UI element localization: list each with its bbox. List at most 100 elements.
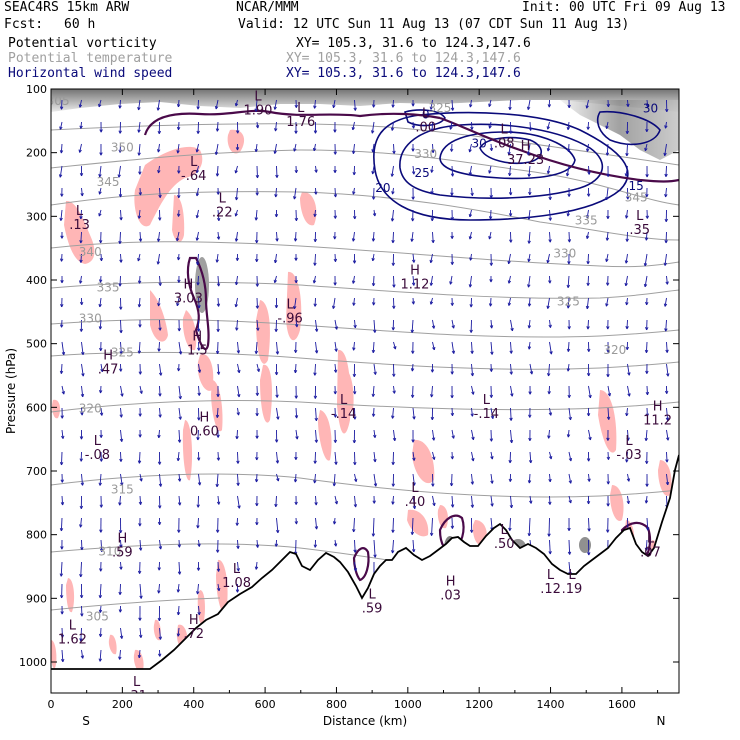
wind-vector-head (469, 257, 473, 261)
wind-vector (588, 473, 590, 482)
wind-vector (547, 297, 550, 309)
wind-vector (237, 473, 239, 486)
wind-vector (528, 319, 531, 329)
wind-vector-head (586, 126, 590, 130)
extremum-kind: L (369, 587, 377, 602)
wind-vector-head (547, 373, 551, 377)
wind-vector-head (353, 504, 358, 508)
wind-vector-head (197, 482, 202, 486)
wind-vector-head (471, 436, 475, 441)
wind-vector-head (390, 218, 395, 222)
wind-vector (490, 495, 493, 507)
wind-vector-head (566, 434, 571, 438)
wind-vector-head (216, 434, 220, 438)
wind-vector (372, 275, 375, 286)
wind-vector (549, 319, 551, 328)
wind-vector (490, 341, 493, 355)
wind-vector-head (470, 481, 475, 485)
wind-vector-head (275, 238, 279, 242)
wind-vector (216, 253, 219, 263)
x-tick-label: 0 (48, 698, 55, 711)
wind-vector-head (274, 503, 278, 508)
wind-vector (627, 473, 630, 482)
wind-vector-head (118, 283, 122, 287)
left-end-label: S (82, 714, 90, 728)
wind-vector-head (60, 611, 64, 615)
wind-vector-head (254, 350, 259, 354)
wind-vector-head (294, 456, 298, 460)
wind-vector-head (254, 108, 258, 112)
wind-vector (412, 121, 415, 129)
extremum-kind: L (483, 393, 491, 408)
wind-vector-head (313, 213, 317, 217)
wind-vector-head (566, 348, 571, 352)
wind-vector (61, 385, 65, 395)
wind-vector-head (274, 305, 279, 309)
wind-vector-head (156, 149, 161, 153)
wind-vector-head (295, 436, 299, 440)
wind-vector (393, 341, 396, 350)
extremum-kind: L (69, 619, 77, 634)
wind-vector-head (351, 150, 356, 154)
wind-vector-head (508, 527, 512, 531)
wind-vector-head (664, 193, 668, 198)
wind-vector-head (158, 372, 163, 376)
wind-vector (430, 297, 433, 305)
wind-vector (99, 649, 102, 662)
wind-vector-head (99, 504, 103, 508)
wind-vector (79, 99, 82, 108)
wind-vector (235, 297, 238, 308)
wind-vector (606, 231, 609, 241)
wind-vector (119, 99, 121, 109)
wind-vector-head (236, 545, 240, 549)
wind-vector (412, 165, 415, 175)
wind-vector-head (275, 394, 279, 398)
field-name-theta: Potential temperature (8, 51, 173, 66)
wind-vector-head (606, 326, 610, 330)
wind-vector-head (158, 546, 163, 550)
theta-contour-label: 335 (575, 214, 598, 228)
wind-vector-head (585, 235, 590, 239)
wind-vector (215, 143, 219, 155)
wind-vector (353, 297, 355, 306)
extremum-kind: L (501, 523, 509, 538)
wind-vector-head (391, 501, 395, 505)
wind-vector (372, 165, 375, 175)
wind-vector-head (568, 416, 572, 421)
extremum-value: 0.60 (190, 424, 219, 439)
extremum-value: .03 (440, 589, 461, 604)
wind-vector-head (450, 261, 454, 265)
wind-vector-head (527, 284, 531, 288)
wind-vector (138, 297, 141, 308)
wind-vector-head (432, 502, 436, 507)
field-xy-pv: XY= 105.3, 31.6 to 124.3,147.6 (296, 36, 531, 51)
wind-vector-head (98, 658, 102, 662)
wind-vector-head (178, 395, 182, 400)
wind-vector-head (644, 500, 649, 504)
wind-vector (627, 385, 630, 397)
wind-vector (99, 187, 102, 195)
wind-vector-head (510, 393, 514, 397)
y-tick-label: 300 (26, 210, 47, 223)
wind-vector-head (255, 412, 259, 417)
y-tick-label: 800 (26, 529, 47, 542)
wind-vector (61, 627, 63, 638)
wind-vector-head (411, 350, 415, 354)
wind-vector-head (510, 327, 514, 332)
theta-contour-label: 350 (111, 140, 134, 154)
wind-vector-head (471, 391, 475, 395)
wind-vector-head (391, 461, 395, 465)
wind-vector-head (489, 394, 494, 398)
wind-vector-head (60, 546, 64, 550)
wind-vector-head (333, 129, 337, 133)
wind-vector (509, 99, 511, 110)
x-tick-label: 400 (183, 698, 204, 711)
wind-vector (371, 121, 375, 134)
wind-vector (295, 319, 298, 328)
wind-vector-head (431, 483, 435, 487)
wind-vector-head (137, 215, 142, 219)
wind-vector (159, 319, 161, 331)
wind-vector (99, 319, 102, 330)
wind-vector (432, 429, 435, 441)
wind-vector-head (158, 282, 162, 286)
